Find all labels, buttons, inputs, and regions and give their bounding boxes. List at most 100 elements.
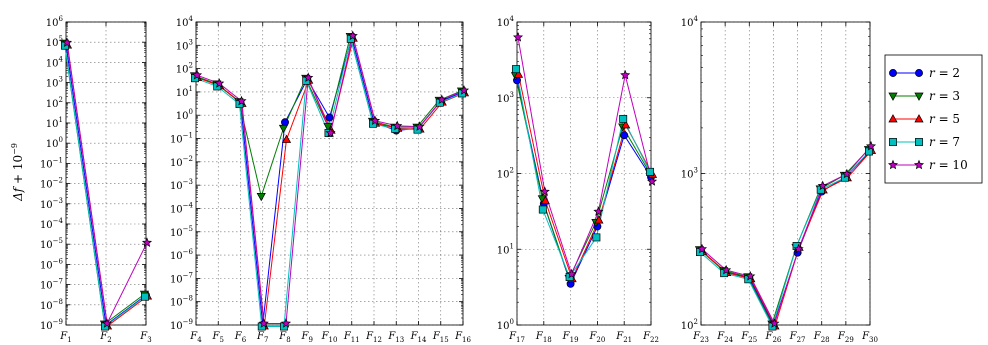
- y-tick-exp: −1: [53, 156, 63, 164]
- y-tick-exp: 4: [59, 55, 64, 63]
- data-point-r10: [865, 140, 877, 151]
- y-tick-label: 10−9: [40, 318, 63, 332]
- x-tick-sub: 17: [516, 336, 525, 344]
- y-tick-label: 102: [681, 318, 698, 332]
- data-point-r7: [141, 292, 149, 301]
- series-line-r5: [67, 45, 148, 327]
- x-tick-label: F26: [764, 331, 781, 344]
- y-tick-label: 104: [497, 15, 515, 29]
- y-tick-label: 10−8: [40, 298, 63, 312]
- data-point-r10: [745, 270, 756, 281]
- data-point-r10: [101, 318, 113, 328]
- y-tick-label: 10−2: [40, 177, 63, 191]
- x-tick-sub: 18: [543, 336, 552, 344]
- x-tick-sub: 15: [440, 336, 449, 344]
- data-point-r3: [323, 123, 333, 132]
- data-point-r7: [619, 114, 628, 123]
- y-tick-label: 101: [176, 85, 193, 99]
- y-tick-base: 10: [170, 158, 183, 169]
- y-tick-base: 10: [40, 281, 53, 292]
- y-tick-base: 10: [40, 220, 53, 231]
- y-tick-label: 10−4: [40, 217, 64, 231]
- data-point-r5: [281, 134, 292, 143]
- y-tick-base: 10: [40, 159, 53, 170]
- y-tick-exp: −6: [183, 248, 194, 256]
- data-point-r10: [141, 237, 153, 247]
- legend-label: r = 3: [929, 89, 960, 103]
- y-tick-exp: 3: [694, 167, 698, 175]
- y-tick-base: 10: [40, 260, 53, 271]
- x-tick-sub: 5: [219, 336, 223, 344]
- x-tick-base: F: [59, 331, 68, 342]
- legend-label-var: r: [929, 112, 936, 126]
- x-tick-label: F16: [454, 331, 471, 344]
- x-tick-label: F2: [99, 331, 111, 344]
- y-tick-base: 10: [46, 38, 59, 49]
- x-tick-label: F25: [740, 331, 757, 344]
- x-tick-base: F: [343, 331, 352, 342]
- x-tick-base: F: [99, 331, 108, 342]
- y-tick-base: 10: [176, 65, 189, 76]
- x-tick-sub: 19: [570, 336, 579, 344]
- data-point-r7: [538, 205, 547, 214]
- y-axis-label-exp: −9: [10, 143, 19, 155]
- x-tick-sub: 10: [329, 336, 338, 344]
- y-tick-base: 10: [170, 228, 183, 239]
- series-line-r10: [66, 42, 148, 326]
- y-tick-exp: 2: [510, 167, 514, 175]
- y-tick-base: 10: [40, 180, 53, 191]
- data-point-r10: [347, 30, 358, 41]
- series-line-r10: [196, 35, 465, 324]
- x-tick-label: F30: [861, 331, 878, 344]
- x-tick-label: F6: [234, 331, 247, 344]
- data-point-r3: [278, 124, 289, 134]
- x-tick-sub: 12: [373, 336, 382, 344]
- y-tick-label: 10−6: [170, 248, 194, 262]
- legend-label-value: = 7: [935, 135, 960, 149]
- y-tick-exp: 4: [189, 15, 194, 23]
- y-tick-base: 10: [170, 298, 183, 309]
- series-line-r7: [64, 45, 146, 328]
- x-tick-base: F: [813, 331, 822, 342]
- x-tick-label: F21: [615, 331, 632, 344]
- y-tick-base: 10: [176, 88, 189, 99]
- x-tick-base: F: [716, 331, 725, 342]
- data-point-r7: [592, 233, 601, 242]
- y-tick-label: 10−4: [170, 201, 194, 215]
- data-point-r2: [281, 118, 289, 127]
- y-tick-exp: −3: [53, 197, 63, 205]
- y-tick-exp: 0: [59, 136, 63, 144]
- y-tick-label: 103: [176, 38, 193, 52]
- y-tick-exp: −3: [183, 178, 193, 186]
- legend-label-var: r: [929, 66, 936, 80]
- y-tick-base: 10: [170, 274, 183, 285]
- x-tick-label: F17: [508, 331, 525, 344]
- x-tick-base: F: [410, 331, 419, 342]
- data-point-r2: [325, 113, 334, 122]
- legend: r = 2r = 3r = 5r = 7r = 10: [884, 54, 983, 184]
- x-tick-base: F: [387, 331, 396, 342]
- y-tick-base: 10: [46, 79, 59, 90]
- legend-marker: [888, 92, 898, 101]
- x-tick-sub: 4: [197, 336, 202, 344]
- y-tick-exp: −4: [183, 201, 194, 209]
- x-tick-label: F27: [789, 331, 806, 344]
- x-tick-sub: 6: [242, 336, 247, 344]
- y-tick-label: 105: [46, 35, 63, 49]
- y-tick-label: 101: [497, 242, 514, 256]
- x-tick-sub: 9: [308, 336, 312, 344]
- data-point-r10: [566, 268, 577, 279]
- x-tick-label: F8: [278, 331, 290, 344]
- data-point-r10: [236, 95, 247, 106]
- y-tick-label: 10−2: [170, 155, 193, 169]
- y-tick-base: 10: [46, 58, 59, 69]
- data-point-r10: [191, 69, 203, 80]
- legend-item-r10: r = 10: [887, 158, 968, 172]
- x-tick-base: F: [301, 331, 310, 342]
- y-tick-exp: 1: [59, 116, 63, 124]
- x-tick-sub: 1: [67, 336, 71, 344]
- y-axis-label: Δf + 10−9: [10, 143, 25, 202]
- y-tick-base: 10: [497, 94, 510, 105]
- legend-item-r5: r = 5: [888, 112, 960, 126]
